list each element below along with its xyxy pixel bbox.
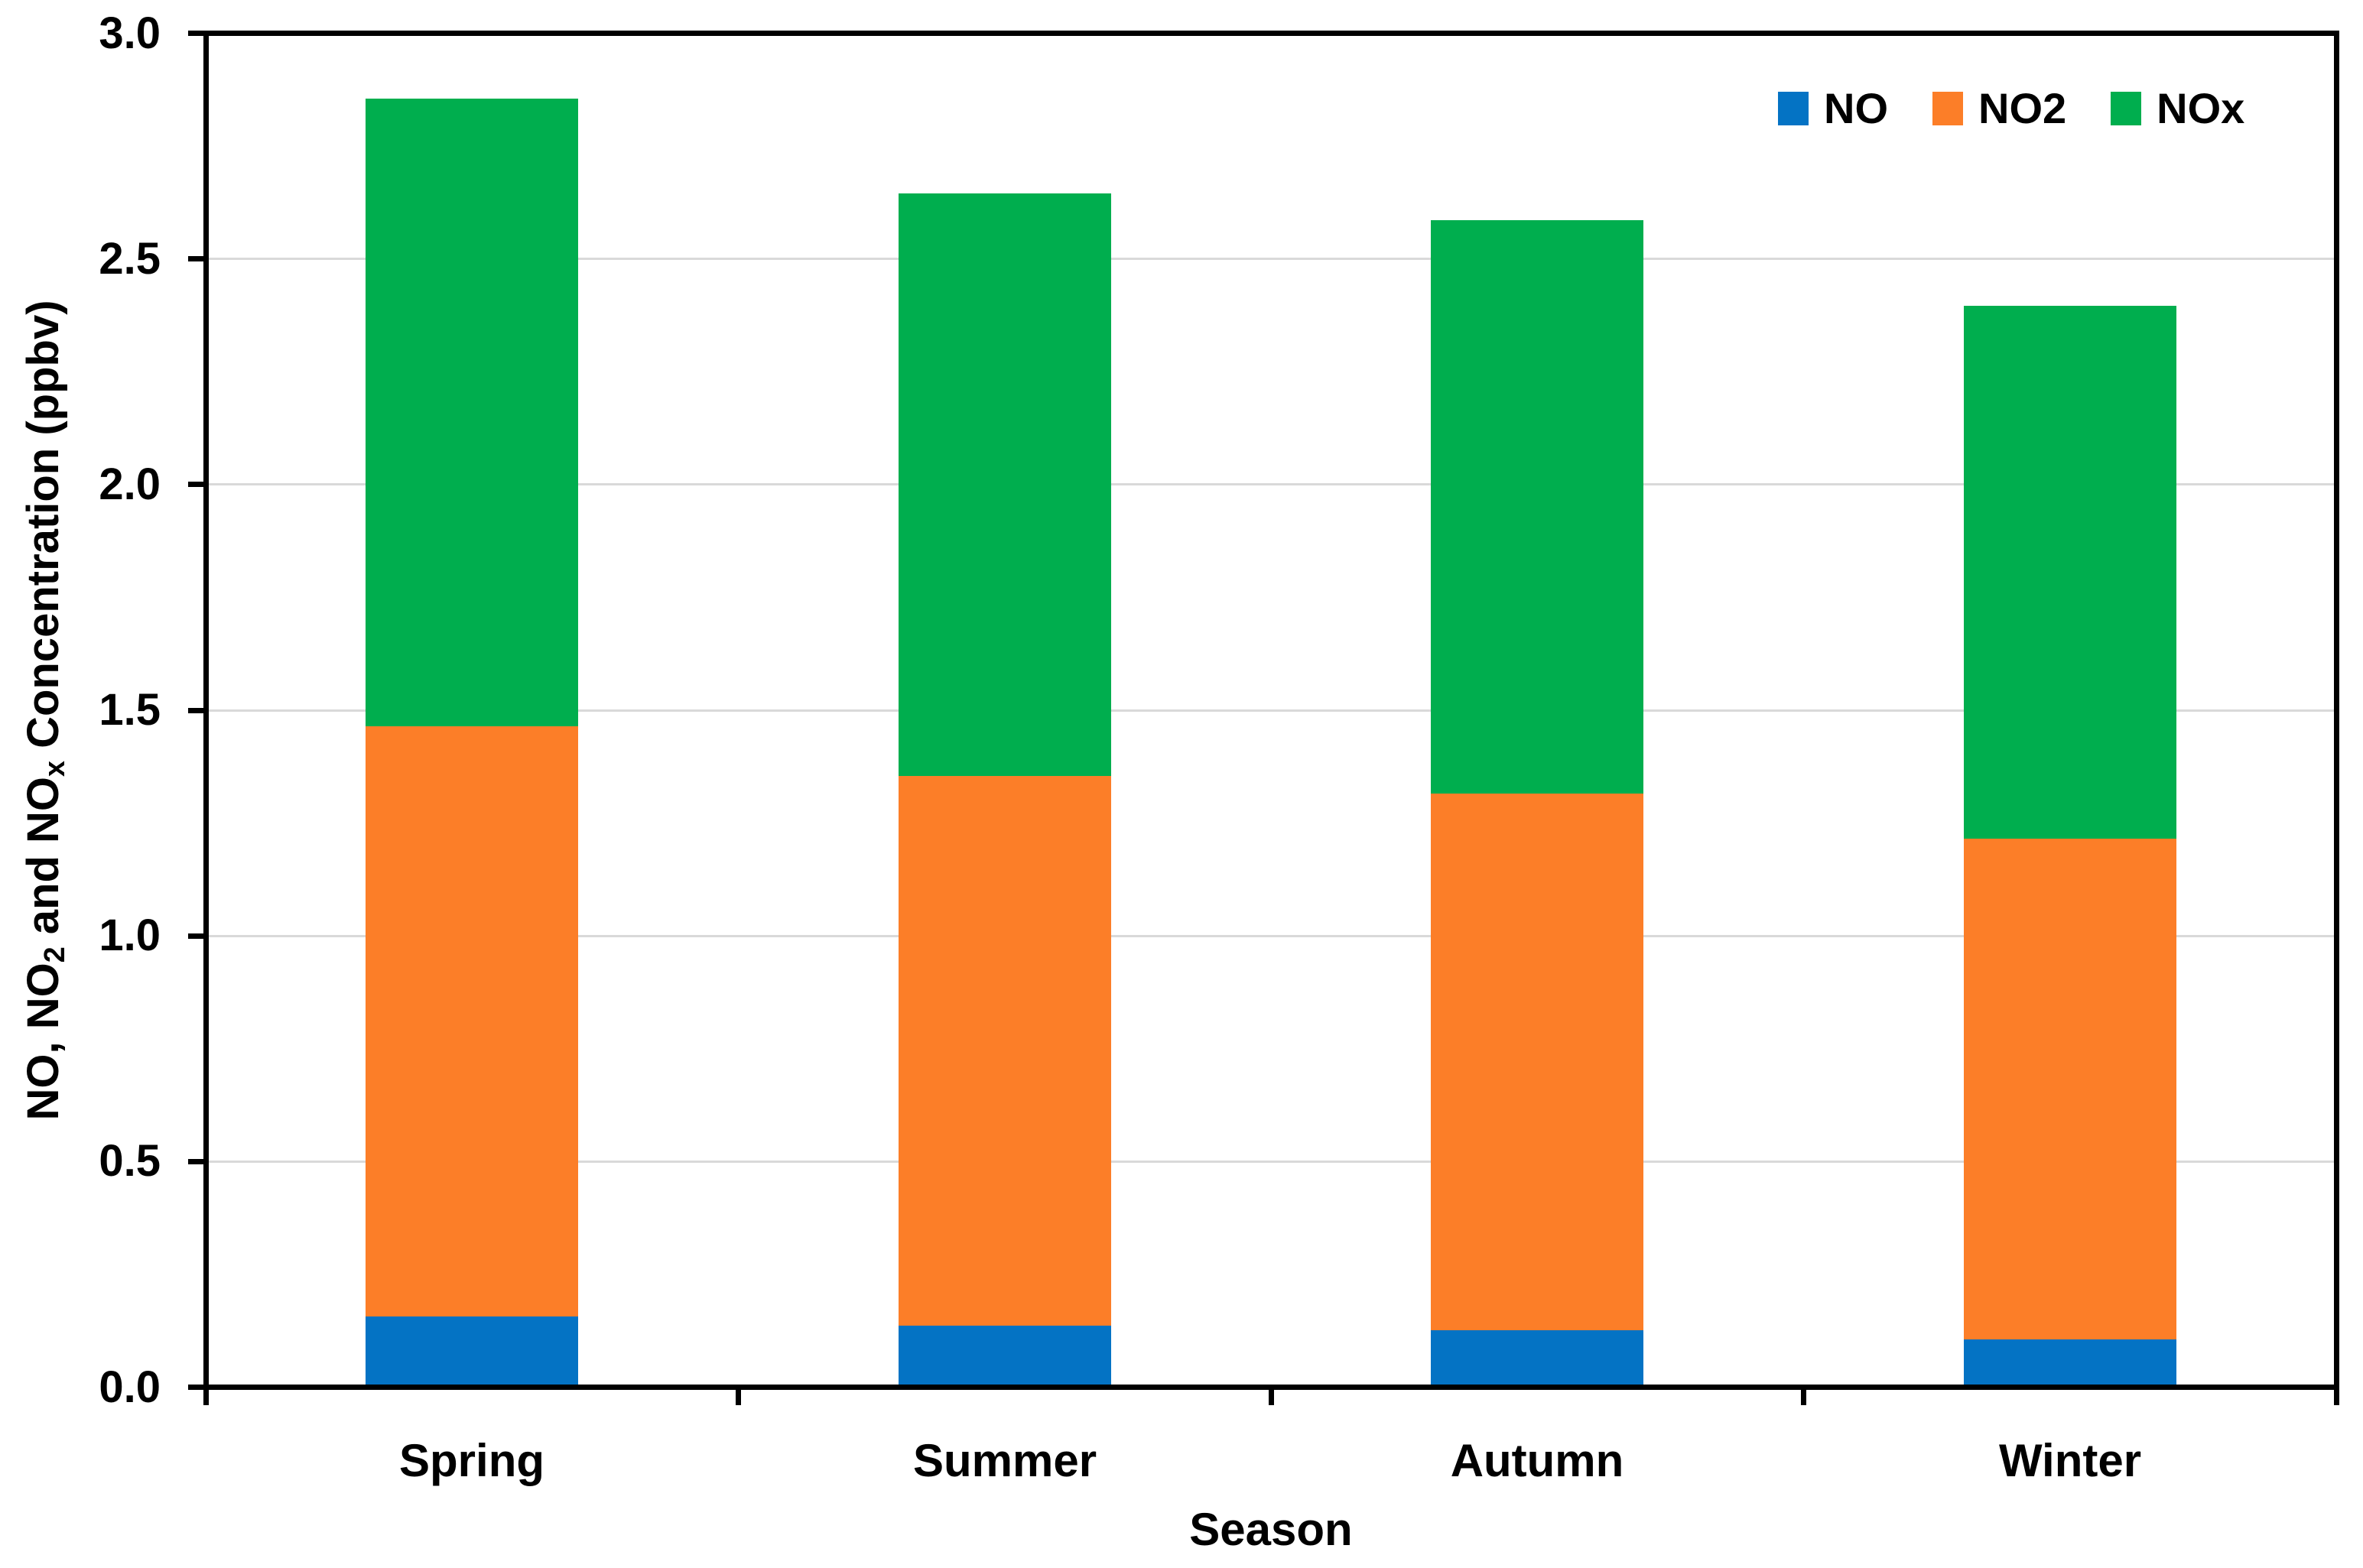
bar-segment-summer-no <box>899 1326 1111 1385</box>
y-tick-label: 0.5 <box>99 1136 161 1186</box>
x-category-label-summer: Summer <box>912 1435 1097 1486</box>
y-tick-label: 2.5 <box>99 234 161 284</box>
gridline <box>206 483 2336 485</box>
bar-segment-summer-no2 <box>899 775 1111 1326</box>
legend-swatch-nox <box>2111 92 2142 125</box>
y-axis-title-subscript: x <box>38 761 71 777</box>
y-tick-label: 0.0 <box>99 1362 161 1412</box>
legend: NO NO2 NOx <box>1778 84 2244 133</box>
bar-segment-spring-nox <box>366 99 578 726</box>
bar-segment-spring-no2 <box>366 726 578 1316</box>
legend-swatch-no2 <box>1932 92 1963 125</box>
legend-swatch-no <box>1778 92 1809 125</box>
y-tick-label: 2.0 <box>99 459 161 509</box>
bar-segment-autumn-no2 <box>1431 794 1643 1330</box>
y-tick <box>187 933 203 939</box>
x-tick <box>203 1390 209 1405</box>
bar-segment-winter-no <box>1964 1339 2176 1385</box>
x-category-label-winter: Winter <box>1998 1435 2142 1486</box>
x-category-label-autumn: Autumn <box>1450 1435 1624 1486</box>
bar-segment-winter-nox <box>1964 306 2176 839</box>
y-tick <box>187 482 203 487</box>
x-axis-line <box>203 1385 2339 1390</box>
y-tick-label: 1.0 <box>99 911 161 960</box>
legend-label-nox: NOx <box>2157 84 2245 132</box>
x-tick <box>2334 1390 2339 1405</box>
y-axis-title-subscript: 2 <box>38 946 71 963</box>
bar-segment-winter-no2 <box>1964 839 2176 1339</box>
gridline <box>206 935 2336 937</box>
legend-label-no2: NO2 <box>1978 84 2067 132</box>
x-tick <box>736 1390 741 1405</box>
bar-segment-autumn-no <box>1431 1330 1643 1385</box>
legend-label-no: NO <box>1824 84 1888 132</box>
y-axis-line <box>203 31 209 1390</box>
y-tick-label: 3.0 <box>99 8 161 58</box>
y-tick <box>187 708 203 713</box>
gridline <box>206 1161 2336 1163</box>
y-tick <box>187 1385 203 1390</box>
y-tick <box>187 256 203 261</box>
y-axis-title: NO, NO2 and NOx Concentration (ppbv) <box>16 30 71 1391</box>
legend-item-no2: NO2 <box>1932 84 2066 133</box>
bar-segment-spring-no <box>366 1316 578 1385</box>
plot-border-right <box>2333 31 2339 1390</box>
x-axis-title: Season <box>1189 1504 1353 1555</box>
legend-item-nox: NOx <box>2111 84 2244 133</box>
x-tick <box>1801 1390 1806 1405</box>
x-category-label-spring: Spring <box>399 1435 544 1486</box>
y-axis-title-text: and NO <box>18 776 68 947</box>
y-tick <box>187 31 203 36</box>
gridline <box>206 709 2336 712</box>
y-tick <box>187 1159 203 1164</box>
y-tick-label: 1.5 <box>99 685 161 735</box>
x-tick <box>1269 1390 1274 1405</box>
legend-item-no: NO <box>1778 84 1888 133</box>
y-axis-title-text: Concentration (ppbv) <box>18 300 68 761</box>
bar-segment-autumn-nox <box>1431 220 1643 794</box>
gridline <box>206 258 2336 260</box>
plot-border-top <box>203 31 2339 36</box>
bar-segment-summer-nox <box>899 193 1111 776</box>
y-axis-title-text: NO, NO <box>18 963 68 1121</box>
